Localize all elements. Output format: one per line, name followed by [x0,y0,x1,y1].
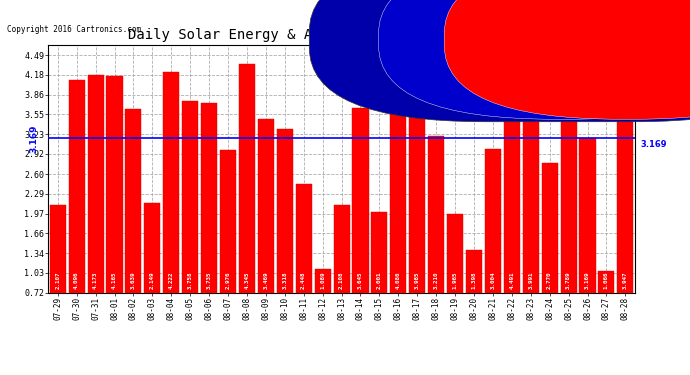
Bar [485,148,501,338]
Bar [296,184,312,338]
Bar [333,205,350,338]
Bar [258,119,274,338]
Text: 3.645: 3.645 [358,272,363,290]
Title: Daily Solar Energy & Average Value Mon Aug 29 19:21: Daily Solar Energy & Average Value Mon A… [128,28,555,42]
Bar [315,269,331,338]
Text: 2.770: 2.770 [547,272,552,290]
FancyBboxPatch shape [379,0,690,119]
Text: 1.398: 1.398 [471,272,477,290]
Text: 3.789: 3.789 [566,272,571,290]
Text: 3.735: 3.735 [206,272,212,290]
Bar [201,103,217,338]
Text: 2.149: 2.149 [150,272,155,290]
Text: 1.965: 1.965 [453,272,457,290]
Bar [182,101,198,338]
Text: 3.169: 3.169 [640,140,667,149]
FancyBboxPatch shape [309,0,690,122]
Text: 4.173: 4.173 [93,272,98,290]
Bar [409,87,425,338]
Text: 2.448: 2.448 [302,272,306,290]
Text: 3.169: 3.169 [30,124,39,153]
Text: 3.169: 3.169 [585,272,590,290]
FancyBboxPatch shape [444,0,690,119]
Text: 3.991: 3.991 [529,272,533,290]
Bar [391,81,406,338]
Text: 3.210: 3.210 [433,272,439,290]
Text: 2.108: 2.108 [339,272,344,290]
Text: 1.089: 1.089 [320,272,325,290]
Bar [542,164,558,338]
Bar [580,138,595,338]
Bar [164,72,179,338]
Text: 3.985: 3.985 [415,272,420,290]
Bar [68,80,85,338]
Bar [106,75,123,338]
Bar [277,129,293,338]
Bar [144,202,160,338]
Text: 2.107: 2.107 [55,272,60,290]
Text: 3.758: 3.758 [188,272,193,290]
Text: 3.318: 3.318 [282,272,287,290]
Bar [428,136,444,338]
Text: 3.639: 3.639 [131,272,136,290]
Text: Average  ($): Average ($) [489,35,546,44]
Text: 4.345: 4.345 [244,272,250,290]
Bar [353,108,368,338]
Bar [239,64,255,338]
Text: 4.222: 4.222 [169,272,174,290]
Bar [50,205,66,338]
Text: 2.001: 2.001 [377,272,382,290]
Bar [598,271,615,338]
Bar [466,250,482,338]
Bar [220,150,236,338]
Bar [371,212,387,338]
Text: 1.066: 1.066 [604,272,609,290]
Text: 3.469: 3.469 [264,272,268,290]
Text: 4.165: 4.165 [112,272,117,290]
Text: Copyright 2016 Cartronics.com: Copyright 2016 Cartronics.com [7,25,141,34]
Bar [126,109,141,338]
Text: 4.491: 4.491 [509,272,514,290]
Bar [504,55,520,338]
Bar [560,99,577,338]
Text: 4.086: 4.086 [396,272,401,290]
Bar [618,89,633,338]
Text: 4.096: 4.096 [75,272,79,290]
Text: Daily   ($): Daily ($) [562,35,615,44]
Bar [523,87,539,338]
Bar [447,214,463,338]
Text: 2.976: 2.976 [226,272,230,290]
Text: 3.004: 3.004 [491,272,495,290]
Text: 3.947: 3.947 [623,272,628,290]
Bar [88,75,103,338]
